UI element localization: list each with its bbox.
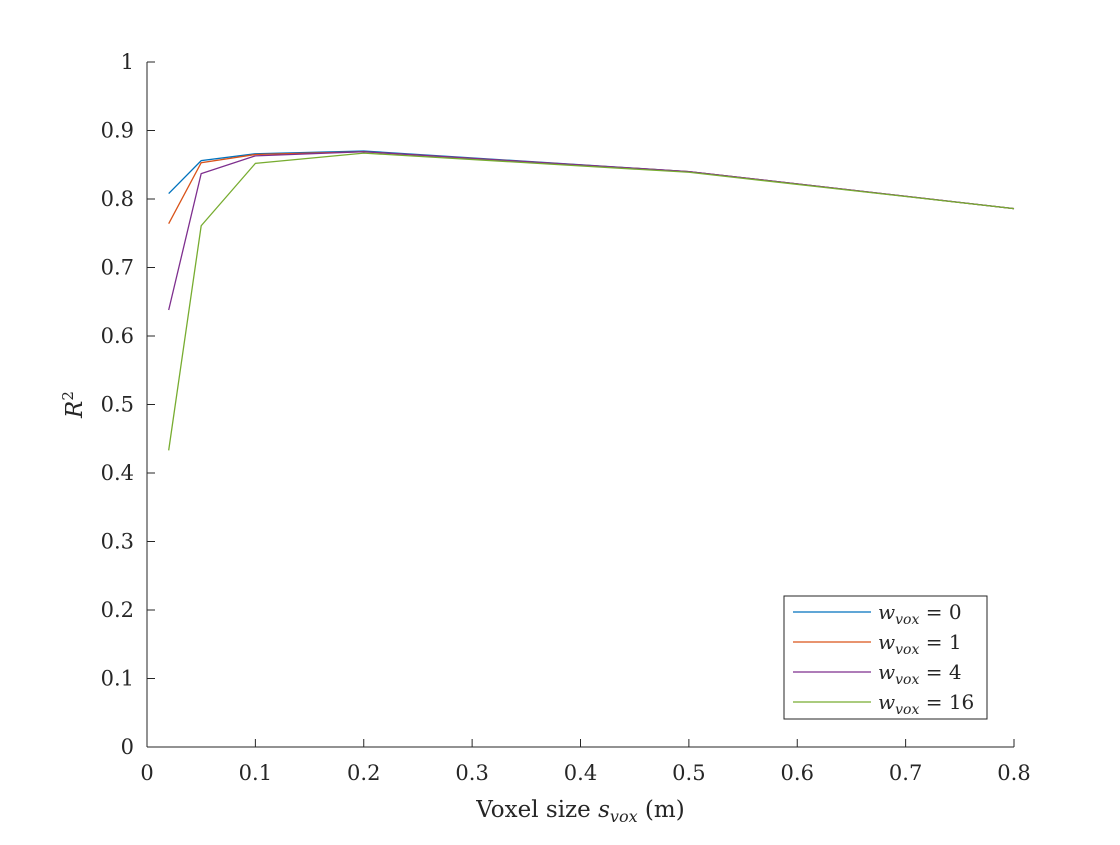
y-tick-label: 0.7 [101, 256, 134, 280]
y-tick-label: 0.6 [101, 324, 134, 348]
y-tick-label: 0.8 [101, 187, 134, 211]
x-tick-label: 0.4 [564, 761, 597, 785]
legend-label-3: wvox = 16 [878, 690, 974, 718]
x-tick-label: 0 [140, 761, 153, 785]
plot-area [168, 150, 1015, 451]
series-line-1 [168, 151, 1015, 224]
y-tick-label: 0.1 [101, 667, 134, 691]
y-tick-label: 0 [121, 735, 134, 759]
x-axis-title: Voxel size svox (m) [475, 797, 684, 826]
y-tick-label: 0.2 [101, 598, 134, 622]
x-tick-label: 0.5 [672, 761, 705, 785]
y-tick-label: 0.5 [101, 393, 134, 417]
y-axis-title: R2 [59, 391, 88, 419]
x-tick-label: 0.6 [781, 761, 814, 785]
y-tick-label: 0.3 [101, 530, 134, 554]
x-tick-label: 0.3 [455, 761, 488, 785]
y-tick-label: 1 [121, 50, 134, 74]
legend-label-2: wvox = 4 [878, 660, 962, 688]
legend-box [783, 595, 988, 720]
axes [146, 61, 1015, 748]
tick-labels: 0 0.1 0.2 0.3 0.4 0.5 0.6 0.7 0.8 0 0.1 0.2 0.3 0.4 0.… [101, 50, 1031, 785]
x-tick-label: 0.1 [239, 761, 272, 785]
series-line-3 [168, 152, 1015, 451]
y-tick-label: 0.9 [101, 119, 134, 143]
y-tick-label: 0.4 [101, 461, 134, 485]
x-tick-label: 0.8 [997, 761, 1030, 785]
x-tick-label: 0.7 [889, 761, 922, 785]
series-line-2 [168, 151, 1015, 311]
legend-label-1: wvox = 1 [878, 630, 962, 658]
axis-titles: Voxel size svox (m) R2 [59, 391, 685, 826]
x-tick-label: 0.2 [347, 761, 380, 785]
legend-label-0: wvox = 0 [878, 600, 962, 628]
